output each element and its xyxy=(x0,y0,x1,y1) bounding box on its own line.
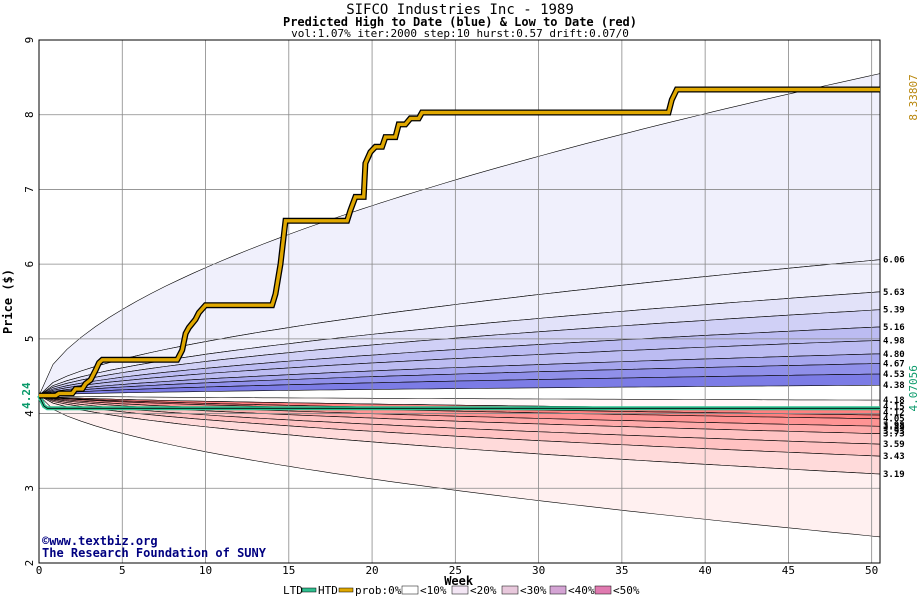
x-tick-label: 5 xyxy=(119,564,126,577)
chart-title: SIFCO Industries Inc - 1989 xyxy=(346,2,574,18)
legend-prob-label: prob:0% xyxy=(355,584,402,597)
band-value-label: 3.59 xyxy=(883,440,905,450)
y-tick-label: 3 xyxy=(23,485,36,492)
x-tick-label: 20 xyxy=(365,564,378,577)
band-value-label: 3.98 xyxy=(883,421,905,431)
band-value-label: 5.63 xyxy=(883,288,905,298)
htd-line xyxy=(39,87,880,398)
credit-website: ©www.textbiz.org xyxy=(42,534,158,548)
end-high-label: 8.33807 xyxy=(907,74,920,120)
end-low-label: 4.07056 xyxy=(907,365,920,411)
x-tick-label: 25 xyxy=(449,564,462,577)
legend-10-label: <10% xyxy=(420,584,447,597)
chart-parameters: vol:1.07% iter:2000 step:10 hurst:0.57 d… xyxy=(291,27,629,40)
band-value-label: 5.39 xyxy=(883,306,905,316)
legend-htd-swatch xyxy=(338,587,354,593)
legend-50-label: <50% xyxy=(613,584,640,597)
x-axis-label: Week xyxy=(444,574,474,588)
y-tick-label: 9 xyxy=(23,37,36,44)
legend-swatch-30 xyxy=(549,585,567,595)
plot-border xyxy=(38,39,881,564)
legend-30-label: <30% xyxy=(520,584,547,597)
legend-swatch-10 xyxy=(451,585,469,595)
y-tick-label: 2 xyxy=(23,560,36,567)
band-value-label: 4.38 xyxy=(883,381,905,391)
band-value-label: 4.53 xyxy=(883,370,905,380)
ltd-line-core xyxy=(38,395,880,409)
legend-htd-label: HTD xyxy=(318,584,338,597)
legend-ltd-swatch xyxy=(301,587,317,593)
legend-swatch-40 xyxy=(594,585,612,595)
band-value-label: 4.15 xyxy=(883,402,905,412)
band-value-label: 4.05 xyxy=(883,415,905,425)
band-value-label: 6.06 xyxy=(883,256,905,266)
chart-subtitle: Predicted High to Date (blue) & Low to D… xyxy=(282,15,637,29)
band-value-label: 4.67 xyxy=(883,360,905,370)
band-value-label: 3.83 xyxy=(883,422,905,432)
band-value-label: 3.19 xyxy=(883,470,905,480)
y-tick-label: 4 xyxy=(23,410,36,417)
credit-organization: The Research Foundation of SUNY xyxy=(42,546,266,560)
y-tick-label: 7 xyxy=(23,186,36,193)
x-tick-label: 15 xyxy=(282,564,295,577)
legend-ltd-label: LTD xyxy=(283,584,303,597)
band-value-label: 4.18 xyxy=(883,396,905,406)
x-tick-label: 45 xyxy=(782,564,795,577)
legend-40-label: <40% xyxy=(568,584,595,597)
y-tick-label: 6 xyxy=(23,261,36,268)
y-tick-label: 5 xyxy=(23,336,36,343)
band-value-label: 3.93 xyxy=(883,427,905,437)
band-value-label: 3.43 xyxy=(883,452,905,462)
legend-swatch-0 xyxy=(401,585,419,595)
x-tick-label: 40 xyxy=(699,564,712,577)
x-tick-label: 30 xyxy=(532,564,545,577)
x-tick-label: 10 xyxy=(199,564,212,577)
band-value-label: 4.80 xyxy=(883,350,905,360)
band-value-label: 4.98 xyxy=(883,336,905,346)
y-tick-label: 8 xyxy=(23,111,36,118)
legend-20-label: <20% xyxy=(470,584,497,597)
band-value-label: 3.73 xyxy=(883,430,905,440)
band-value-label: 5.16 xyxy=(883,323,905,333)
y-axis-label: Price ($) xyxy=(1,269,15,334)
x-tick-label: 50 xyxy=(865,564,878,577)
x-tick-label: 0 xyxy=(36,564,43,577)
start-price-label: 4.24 xyxy=(20,382,33,409)
band-value-label: 4.12 xyxy=(883,409,905,419)
legend-swatch-20 xyxy=(501,585,519,595)
x-tick-label: 35 xyxy=(615,564,628,577)
